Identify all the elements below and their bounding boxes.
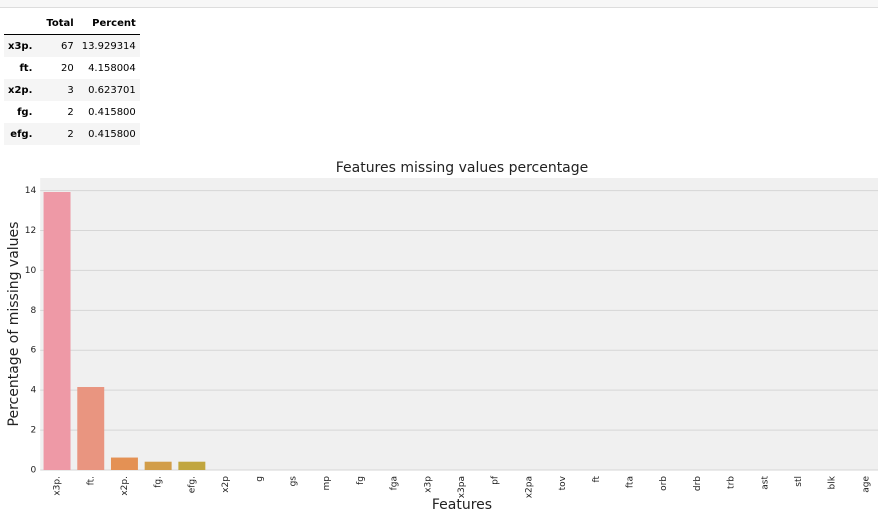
x-tick-label: drb [693,476,703,491]
x-tick-label: fta [625,476,635,488]
x-tick-label: ft [592,476,602,483]
row-index: fg. [17,106,33,118]
table-row: x3p. 67 13.929314 [4,34,140,57]
x-tick-label: ft. [86,476,96,485]
table-cell: 20 [60,62,74,74]
x-tick-label: blk [828,475,838,489]
missing-table: Total Percent x3p. 67 13.929314 ft. 20 4.1580… [4,12,140,145]
chart-title: Features missing values percentage [336,160,589,176]
bar [43,191,71,470]
code-cell-strip [0,0,878,8]
column-header: Percent [77,12,140,35]
y-tick-label: 14 [25,186,37,196]
bar [178,461,206,470]
x-tick-label: pf [491,475,501,485]
x-tick-label: fga [390,476,400,490]
x-tick-label: gs [288,476,298,487]
y-tick-label: 10 [25,266,37,276]
bar [110,457,138,470]
table-row: x2p. 3 0.623701 [4,79,140,101]
index-header [4,12,43,35]
x-tick-label: x2p. [120,476,130,496]
y-tick-label: 12 [25,226,36,236]
table-row: efg. 2 0.415800 [4,123,140,145]
x-tick-label: efg. [187,476,197,493]
row-index: ft. [19,62,33,74]
y-tick-label: 6 [30,346,36,356]
y-axis-label: Percentage of missing values [6,222,22,427]
x-tick-label: stl [794,476,804,487]
table-cell: 2 [67,106,74,118]
x-tick-label: x2p [221,476,231,493]
x-tick-label: x3p [423,476,433,493]
x-tick-label: age [861,476,871,493]
table-cell: 0.415800 [88,128,136,140]
x-tick-label: mp [322,476,332,491]
row-index: x3p. [8,40,33,52]
x-tick-label: orb [659,476,669,491]
table-cell: 4.158004 [88,62,136,74]
plot-background [40,178,878,470]
x-tick-label: ast [760,476,770,490]
y-tick-label: 4 [30,386,36,396]
y-tick-label: 2 [30,426,36,436]
y-tick-label: 8 [30,306,36,316]
row-index: x2p. [8,84,33,96]
x-tick-label: fg. [154,476,164,488]
table-cell: 13.929314 [81,40,136,52]
x-tick-label: fg [356,476,366,485]
table-cell: 0.623701 [88,84,136,96]
table-cell: 2 [67,128,74,140]
bar [144,461,172,470]
table-cell: 3 [67,84,74,96]
table-cell: 67 [60,40,74,52]
row-index: efg. [10,128,33,140]
x-axis-label: Features [432,497,492,513]
bar [77,387,105,470]
column-header: Total [42,12,78,35]
x-tick-label: trb [727,476,737,489]
table-row: fg. 2 0.415800 [4,101,140,123]
x-tick-label: tov [558,475,568,490]
x-tick-label: x2pa [524,476,534,498]
x-tick-label: x3p. [53,476,63,496]
table-row: ft. 20 4.158004 [4,57,140,79]
x-tick-label: g [255,476,265,482]
y-tick-label: 0 [30,466,36,476]
x-tick-label: x3pa [457,476,467,498]
table-cell: 0.415800 [88,106,136,118]
